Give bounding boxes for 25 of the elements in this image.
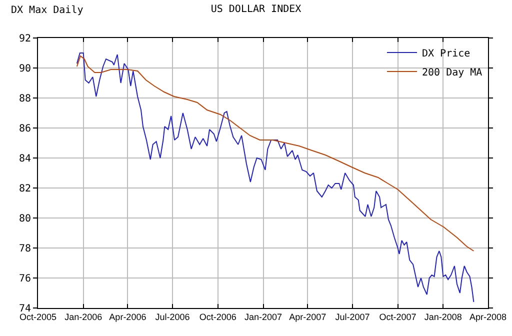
y-tick-label: 86 <box>18 124 31 134</box>
x-tick-label: Apr-2008 <box>469 312 507 322</box>
y-tick-label: 84 <box>18 154 31 164</box>
x-tick-label: Oct-2007 <box>379 312 416 322</box>
x-tick-label: Oct-2005 <box>19 312 57 322</box>
x-tick-label: Apr-2007 <box>289 312 326 322</box>
chart-subtitle: DX Max Daily <box>11 5 84 16</box>
x-tick-label: Oct-2006 <box>199 312 236 322</box>
y-tick-label: 78 <box>18 244 31 254</box>
y-tick-label: 82 <box>18 184 31 194</box>
x-tick-label: Apr-2006 <box>109 312 146 322</box>
x-tick-label: Jan-2006 <box>64 312 102 322</box>
y-tick-label: 90 <box>18 64 31 74</box>
y-tick-label: 74 <box>18 304 31 314</box>
legend-label: DX Price <box>422 48 470 60</box>
y-tick-label: 92 <box>18 34 31 44</box>
y-tick-label: 80 <box>18 214 31 224</box>
x-tick-label: Jul-2006 <box>155 312 190 322</box>
chart-title: US DOLLAR INDEX <box>210 4 302 16</box>
x-tick-label: Jan-2007 <box>244 312 282 322</box>
y-tick-label: 76 <box>18 274 31 284</box>
legend-label: 200 Day MA <box>422 67 482 78</box>
y-tick-label: 88 <box>18 94 31 104</box>
x-tick-label: Jan-2008 <box>424 312 462 322</box>
x-tick-label: Jul-2007 <box>335 312 370 322</box>
